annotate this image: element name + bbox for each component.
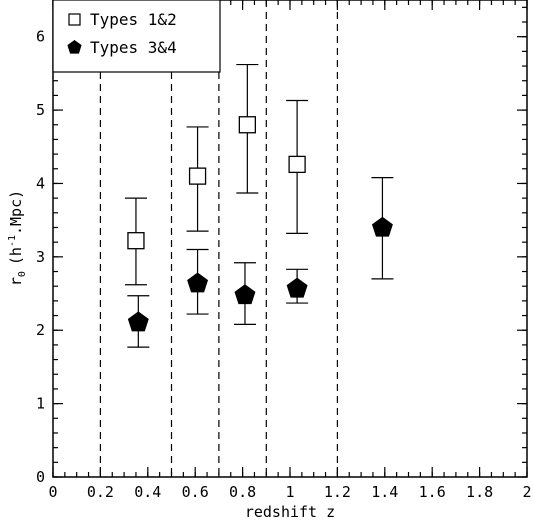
y-label-superscript: -1 <box>7 235 18 247</box>
x-tick-label: 0.2 <box>87 483 114 501</box>
data-markers <box>127 116 393 332</box>
y-label-paren-open: (h <box>7 247 25 265</box>
y-label-main: r <box>7 277 25 286</box>
x-tick-label: 1.4 <box>371 483 398 501</box>
y-tick-label: 1 <box>36 395 45 413</box>
x-tick-label: 1 <box>285 483 294 501</box>
y-axis-label: r0 (h-1.Mpc) <box>7 190 28 286</box>
bin-edge-lines <box>99 0 338 477</box>
x-tick-label: 1.2 <box>324 483 351 501</box>
legend: Types 1&2 Types 3&4 <box>52 0 221 73</box>
filled-pentagon-point <box>127 311 149 332</box>
legend-filled-pentagon-marker <box>67 40 82 54</box>
x-tick-labels: 0 0.2 0.4 0.6 0.8 1 1.2 1.4 1.6 1.8 2 <box>48 483 531 501</box>
x-tick-label: 0.6 <box>182 483 209 501</box>
filled-pentagon-point <box>371 216 393 237</box>
y-tick-label: 4 <box>36 174 45 192</box>
legend-label-types-3-4: Types 3&4 <box>90 38 177 57</box>
x-axis-label: redshift z <box>245 503 335 521</box>
x-tick-label: 1.8 <box>466 483 493 501</box>
y-tick-labels: 0 1 2 3 4 5 6 <box>36 28 45 486</box>
y-tick-label: 6 <box>36 28 45 46</box>
x-tick-label: 0.4 <box>134 483 161 501</box>
error-bars <box>124 63 394 348</box>
filled-pentagon-point <box>286 277 308 298</box>
x-tick-label: 1.6 <box>419 483 446 501</box>
filled-pentagon-point <box>187 272 209 293</box>
legend-label-types-1-2: Types 1&2 <box>90 10 177 29</box>
filled-pentagon-point <box>234 284 256 305</box>
y-tick-label: 2 <box>36 321 45 339</box>
y-tick-label: 0 <box>36 468 45 486</box>
y-label-rest: .Mpc) <box>7 190 25 235</box>
legend-box <box>52 0 221 73</box>
y-tick-label: 3 <box>36 248 45 266</box>
legend-open-square-marker <box>68 13 81 26</box>
x-tick-label: 2 <box>522 483 531 501</box>
svg-text:r0(h-1.Mpc): r0 (h-1.Mpc) <box>7 190 28 286</box>
x-tick-label: 0 <box>48 483 57 501</box>
open-square-point <box>188 167 207 185</box>
x-tick-label: 0.8 <box>229 483 256 501</box>
open-square-point <box>127 232 145 250</box>
y-tick-label: 5 <box>36 101 45 119</box>
open-square-point <box>238 116 256 134</box>
y-label-subscript: 0 <box>17 271 28 277</box>
open-square-point <box>288 155 306 174</box>
